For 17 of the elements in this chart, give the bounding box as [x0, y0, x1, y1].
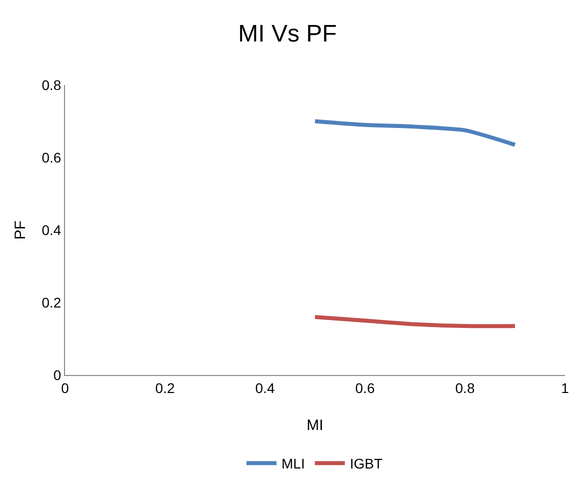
y-axis-title: PF [12, 220, 29, 240]
legend-label: MLI [282, 456, 305, 472]
x-tick-label: 0.4 [255, 380, 275, 396]
x-tick-label: 0.2 [155, 380, 175, 396]
legend-label: IGBT [350, 456, 383, 472]
y-tick-label: 0.8 [42, 76, 62, 93]
y-tick-label: 0.2 [42, 294, 62, 310]
line-series [313, 119, 517, 147]
line-series [313, 315, 517, 328]
y-tick-label: 0 [53, 366, 62, 383]
chart-title: MI Vs PF [238, 20, 337, 48]
x-tick-label: 0.6 [355, 380, 375, 396]
y-tick-label: 0.4 [42, 222, 62, 238]
x-tick-label: 1 [561, 380, 570, 396]
x-axis-title: MI [306, 417, 324, 434]
y-tick-label: 0.6 [42, 149, 62, 166]
x-tick-label: 0.8 [455, 380, 475, 396]
